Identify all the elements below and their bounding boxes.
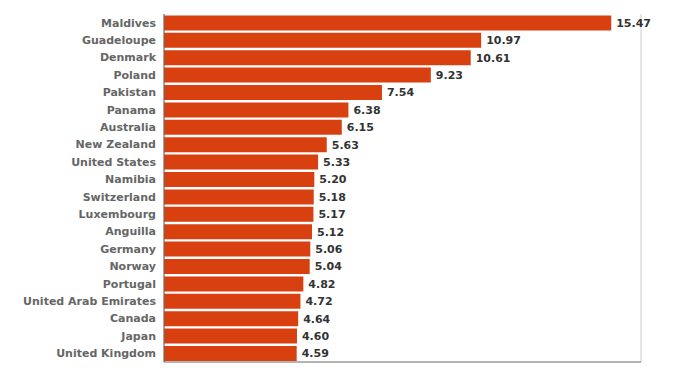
svg-text:Anguilla: Anguilla [105,225,156,238]
svg-text:Portugal: Portugal [103,278,156,291]
svg-text:Pakistan: Pakistan [103,86,156,99]
svg-text:15.47: 15.47 [616,17,651,30]
svg-text:United Kingdom: United Kingdom [56,347,156,360]
svg-text:10.97: 10.97 [486,34,521,47]
svg-text:5.63: 5.63 [332,139,359,152]
svg-text:4.60: 4.60 [302,330,329,343]
svg-text:5.17: 5.17 [318,208,345,221]
svg-text:6.15: 6.15 [347,121,374,134]
svg-text:4.59: 4.59 [302,347,329,360]
svg-text:10.61: 10.61 [476,52,511,65]
svg-text:4.82: 4.82 [308,278,335,291]
svg-text:9.23: 9.23 [436,69,463,82]
svg-text:Canada: Canada [110,312,156,325]
svg-text:5.04: 5.04 [315,260,342,273]
svg-text:7.54: 7.54 [387,86,414,99]
svg-text:Luxembourg: Luxembourg [79,208,156,221]
svg-text:Maldives: Maldives [101,17,156,30]
svg-text:4.72: 4.72 [305,295,332,308]
svg-text:Namibia: Namibia [105,173,156,186]
svg-text:Norway: Norway [109,260,156,273]
svg-text:Denmark: Denmark [100,51,157,64]
svg-text:Panama: Panama [107,104,156,117]
svg-text:5.33: 5.33 [323,156,350,169]
svg-text:5.06: 5.06 [315,243,342,256]
svg-text:Switzerland: Switzerland [83,191,156,204]
svg-text:5.18: 5.18 [319,191,346,204]
svg-text:United States: United States [71,156,156,169]
svg-text:4.64: 4.64 [303,313,330,326]
svg-text:New Zealand: New Zealand [76,138,156,151]
svg-text:Japan: Japan [120,330,156,343]
svg-text:Guadeloupe: Guadeloupe [82,34,156,47]
svg-text:6.38: 6.38 [353,104,380,117]
svg-text:5.20: 5.20 [319,173,346,186]
svg-text:Poland: Poland [113,69,156,82]
svg-text:Australia: Australia [100,121,156,134]
svg-text:5.12: 5.12 [317,226,344,239]
svg-text:United Arab Emirates: United Arab Emirates [23,295,156,308]
svg-text:Germany: Germany [100,243,156,256]
